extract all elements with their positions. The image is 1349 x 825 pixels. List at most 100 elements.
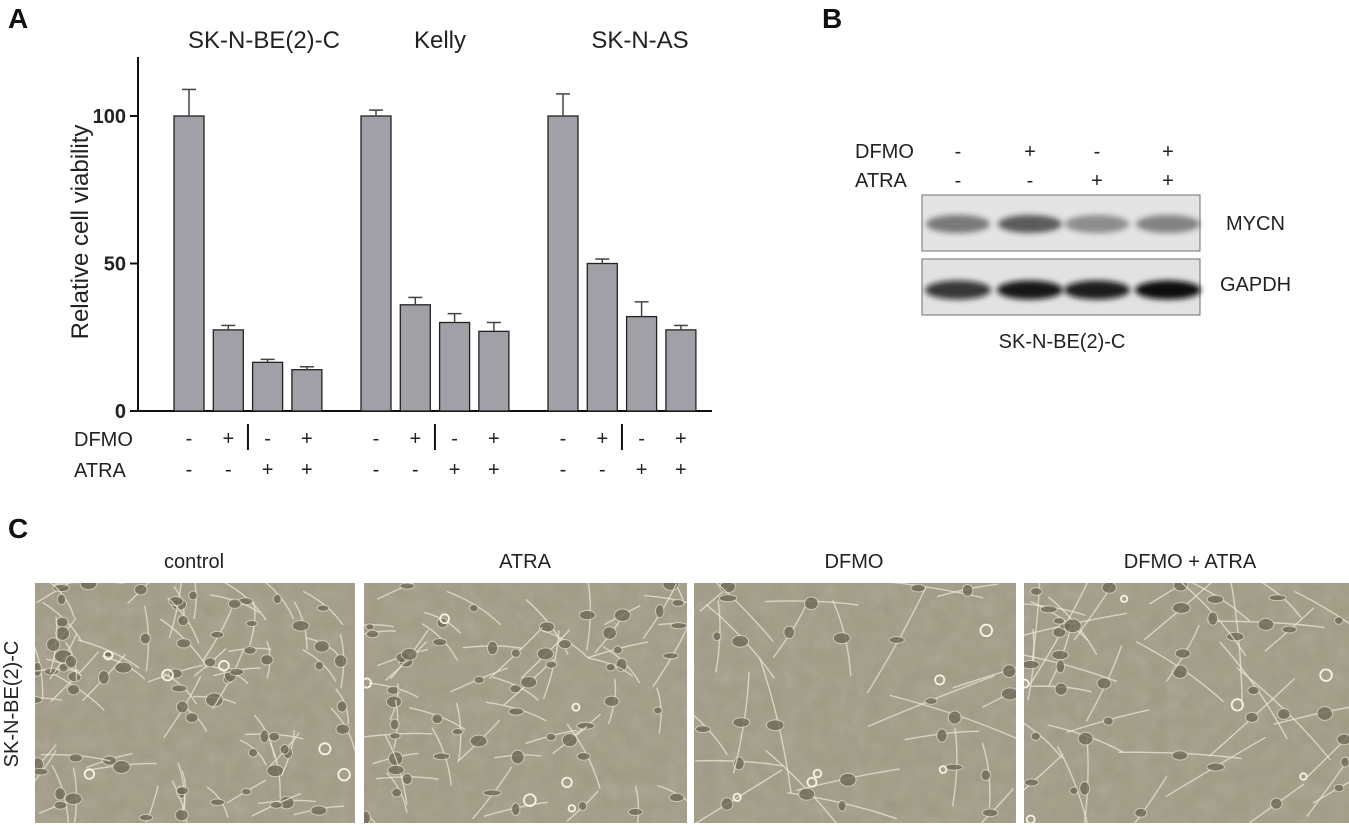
cell-body-0-17	[313, 640, 330, 653]
cell-body-0-47	[67, 671, 82, 683]
bright-cell-3-0	[1299, 772, 1308, 781]
cell-body-0-0	[185, 712, 199, 724]
blot-row-label-dfmo: DFMO	[855, 141, 914, 163]
cell-body-1-50	[365, 629, 380, 639]
y-tick-label-0: 0	[115, 401, 126, 423]
group-title-2: SK-N-AS	[591, 27, 688, 54]
cell-body-2-20	[718, 594, 738, 603]
bright-cell-0-2	[318, 742, 332, 756]
cell-body-0-41	[139, 632, 152, 645]
bar-1-2	[438, 321, 471, 412]
cell-body-3-31	[1281, 625, 1298, 634]
row-label-atra: ATRA	[74, 460, 127, 482]
western-blot: - - + - - + + + DFMO ATRA MYCN GAPDH SK-N-BE(2)…	[855, 141, 1291, 353]
bright-cell-0-1	[103, 650, 114, 661]
cell-process-0-56	[53, 583, 124, 585]
blot-protein-gapdh: GAPDH	[1220, 274, 1291, 296]
cell-body-3-30	[1340, 756, 1349, 768]
cell-body-1-40	[578, 609, 596, 621]
cell-body-3-39	[1054, 682, 1068, 696]
cell-body-1-31	[486, 640, 499, 656]
cell-body-1-41	[538, 621, 556, 633]
dfmo-sign-2-1: +	[596, 428, 608, 450]
cell-body-2-9	[712, 631, 722, 642]
cell-body-0-46	[335, 723, 351, 735]
blot-atra-sign-1: -	[1027, 170, 1034, 192]
cell-body-3-35	[1247, 685, 1260, 696]
blot-protein-mycn: MYCN	[1226, 213, 1285, 235]
cell-body-0-7	[53, 800, 68, 810]
cell-body-0-20	[188, 590, 198, 601]
cell-body-1-52	[654, 604, 665, 619]
cell-body-2-12	[765, 719, 785, 732]
micrograph-title-atra: ATRA	[499, 551, 552, 573]
blot-dfmo-sign-0: -	[955, 141, 962, 163]
cell-body-1-46	[510, 648, 521, 658]
atra-sign-0-2: +	[262, 459, 274, 481]
cell-body-1-51	[510, 749, 525, 765]
cell-body-0-37	[55, 616, 69, 628]
cell-body-2-22	[947, 710, 962, 725]
cell-body-0-42	[310, 805, 328, 816]
cell-body-1-43	[558, 638, 572, 650]
cell-body-0-1	[54, 787, 67, 801]
cell-body-3-5	[1206, 762, 1225, 772]
atra-sign-1-0: -	[373, 459, 380, 481]
atra-sign-0-1: -	[225, 459, 232, 481]
cell-body-1-38	[545, 660, 558, 669]
bright-cell-3-2	[1319, 668, 1333, 682]
cell-body-3-25	[1029, 587, 1043, 596]
cell-body-2-1	[924, 697, 938, 705]
atra-sign-2-3: +	[675, 459, 687, 481]
micrograph-texture-2	[694, 583, 1016, 823]
cell-process-1-11	[673, 583, 685, 604]
cell-body-1-18	[389, 718, 400, 731]
cell-body-3-37	[1101, 583, 1117, 594]
cell-body-3-16	[1257, 618, 1275, 631]
cell-body-1-13	[536, 647, 555, 661]
cell-body-0-33	[245, 619, 258, 628]
blot-atra-sign-3: +	[1162, 170, 1174, 192]
cell-body-2-5	[839, 772, 857, 787]
atra-sign-0-0: -	[186, 459, 193, 481]
cell-body-0-18	[240, 788, 252, 796]
cell-body-3-3	[1052, 617, 1066, 625]
cell-body-0-5	[243, 645, 257, 655]
bright-cell-1-4	[567, 804, 577, 813]
dfmo-sign-1-3: +	[488, 428, 500, 450]
bar-2-0	[547, 115, 579, 412]
cell-body-0-67	[272, 593, 282, 605]
bright-cell-2-0	[938, 765, 948, 774]
cell-body-3-24	[1069, 786, 1079, 796]
cell-body-0-50	[314, 660, 325, 671]
cell-body-1-54	[391, 787, 403, 798]
cell-body-1-42	[387, 764, 405, 776]
cell-body-3-18	[1336, 733, 1349, 746]
gapdh-band-2	[1064, 280, 1130, 300]
micrograph-texture-1	[364, 583, 687, 823]
cell-body-0-43	[55, 626, 70, 641]
cell-body-0-52	[177, 614, 189, 627]
bar-0-3	[291, 369, 323, 412]
cell-body-1-39	[400, 647, 418, 661]
cell-body-2-10	[910, 583, 927, 593]
cell-body-1-24	[389, 732, 401, 740]
cell-body-0-44	[114, 661, 133, 674]
cell-body-0-39	[316, 604, 330, 612]
cell-body-1-6	[385, 695, 402, 709]
cell-body-3-1	[1206, 594, 1225, 604]
dfmo-sign-0-2: -	[264, 428, 271, 450]
cell-body-0-28	[174, 808, 189, 822]
bright-cell-0-0	[337, 767, 351, 782]
bright-cell-1-0	[523, 793, 537, 807]
micrograph-title-dfmo: DFMO	[825, 551, 884, 573]
bar-1-0	[360, 115, 392, 412]
cell-body-0-66	[279, 744, 290, 755]
cell-body-2-18	[803, 596, 819, 611]
cell-body-1-2	[432, 752, 451, 761]
cell-body-0-38	[134, 583, 148, 596]
cell-body-0-51	[138, 813, 154, 822]
cell-body-1-20	[653, 706, 663, 715]
bright-cell-3-3	[1024, 678, 1030, 689]
